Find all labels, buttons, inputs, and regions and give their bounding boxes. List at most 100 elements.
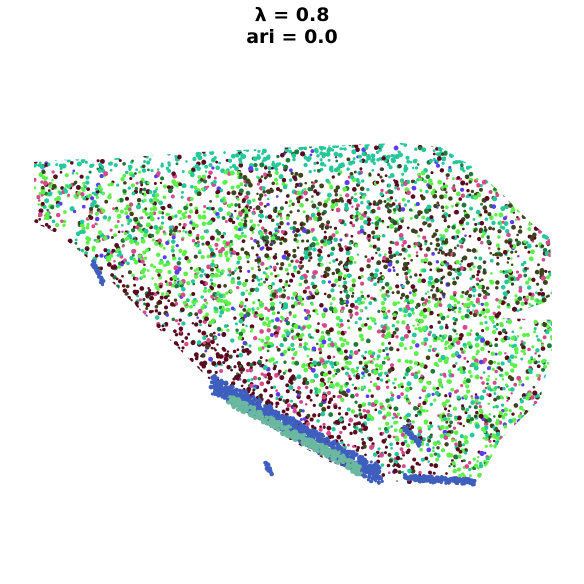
scatter-point (218, 161, 221, 165)
scatter-point (416, 143, 421, 145)
scatter-point (495, 327, 499, 331)
scatter-point (429, 324, 434, 329)
scatter-point (125, 215, 130, 220)
scatter-point (347, 326, 351, 330)
scatter-point (310, 477, 316, 482)
scatter-point (77, 336, 82, 341)
scatter-point (101, 381, 106, 387)
scatter-point (197, 447, 202, 452)
scatter-point (101, 152, 104, 156)
scatter-point (527, 429, 530, 433)
scatter-point (158, 402, 164, 407)
scatter-point (510, 392, 513, 395)
scatter-point (510, 428, 514, 433)
scatter-point (331, 475, 335, 479)
scatter-point (311, 203, 317, 209)
scatter-point (102, 345, 106, 349)
scatter-point (135, 304, 139, 309)
scatter-point (470, 162, 476, 167)
scatter-point (296, 209, 300, 213)
scatter-point (448, 424, 452, 428)
scatter-point (280, 261, 285, 267)
scatter-point (134, 480, 138, 484)
scatter-point (150, 152, 154, 157)
scatter-point (43, 279, 48, 283)
scatter-point (56, 404, 62, 410)
scatter-point (34, 234, 37, 238)
scatter-point (207, 206, 212, 211)
scatter-point (550, 244, 552, 248)
scatter-point (476, 269, 481, 274)
scatter-point (233, 143, 237, 147)
scatter-point (394, 199, 398, 202)
scatter-point (46, 477, 51, 482)
scatter-point (127, 222, 130, 226)
scatter-point (136, 479, 140, 483)
scatter-point (468, 152, 472, 157)
scatter-point (224, 458, 228, 462)
scatter-point (516, 151, 521, 155)
scatter-point (71, 429, 75, 433)
scatter-point (141, 147, 147, 153)
scatter-point (551, 424, 552, 429)
scatter-point (138, 391, 144, 397)
scatter-point (165, 476, 170, 481)
scatter-point (465, 378, 471, 384)
scatter-point (282, 458, 287, 463)
scatter-point (164, 354, 167, 358)
scatter-point (44, 351, 50, 357)
scatter-point (300, 302, 305, 307)
scatter-point (73, 439, 77, 444)
scatter-point (101, 442, 106, 446)
scatter-point (321, 406, 327, 412)
scatter-point (159, 372, 163, 376)
scatter-point (83, 466, 87, 470)
scatter-point (311, 475, 317, 481)
scatter-point (332, 259, 336, 263)
scatter-point (258, 468, 261, 471)
scatter-point (57, 372, 61, 376)
scatter-point (244, 457, 249, 463)
scatter-point (258, 461, 262, 465)
scatter-point (125, 170, 129, 175)
scatter-point (162, 246, 166, 250)
scatter-point (529, 466, 534, 471)
scatter-point (491, 474, 496, 479)
scatter-point (178, 385, 182, 389)
scatter-point (169, 483, 175, 484)
scatter-point (256, 472, 259, 476)
scatter-point (49, 384, 55, 390)
scatter-point (459, 166, 465, 171)
scatter-point (72, 310, 75, 314)
scatter-point (208, 170, 213, 175)
scatter-point (197, 432, 201, 437)
scatter-point (536, 473, 541, 478)
scatter-point (204, 477, 209, 482)
scatter-point (57, 300, 63, 305)
scatter-point (176, 414, 179, 418)
scatter-point (539, 288, 543, 292)
scatter-point (228, 454, 232, 458)
scatter-point (429, 462, 434, 467)
scatter-point (132, 370, 138, 375)
scatter-point (390, 425, 393, 428)
scatter-point (251, 419, 256, 423)
scatter-point (51, 311, 55, 315)
scatter-point (116, 305, 121, 310)
scatter-point (131, 159, 134, 163)
scatter-point (102, 471, 106, 475)
scatter-point (44, 385, 49, 391)
scatter-point (57, 257, 62, 263)
scatter-point (217, 333, 221, 337)
scatter-point (73, 265, 77, 270)
scatter-point (45, 264, 49, 268)
scatter-point (184, 211, 188, 214)
scatter-point (133, 392, 136, 396)
scatter-point (265, 448, 268, 452)
scatter-point (39, 257, 43, 261)
scatter-point (392, 207, 397, 212)
scatter-point (244, 278, 249, 283)
scatter-point (61, 326, 67, 332)
scatter-point (313, 161, 317, 166)
scatter-point (93, 282, 98, 287)
